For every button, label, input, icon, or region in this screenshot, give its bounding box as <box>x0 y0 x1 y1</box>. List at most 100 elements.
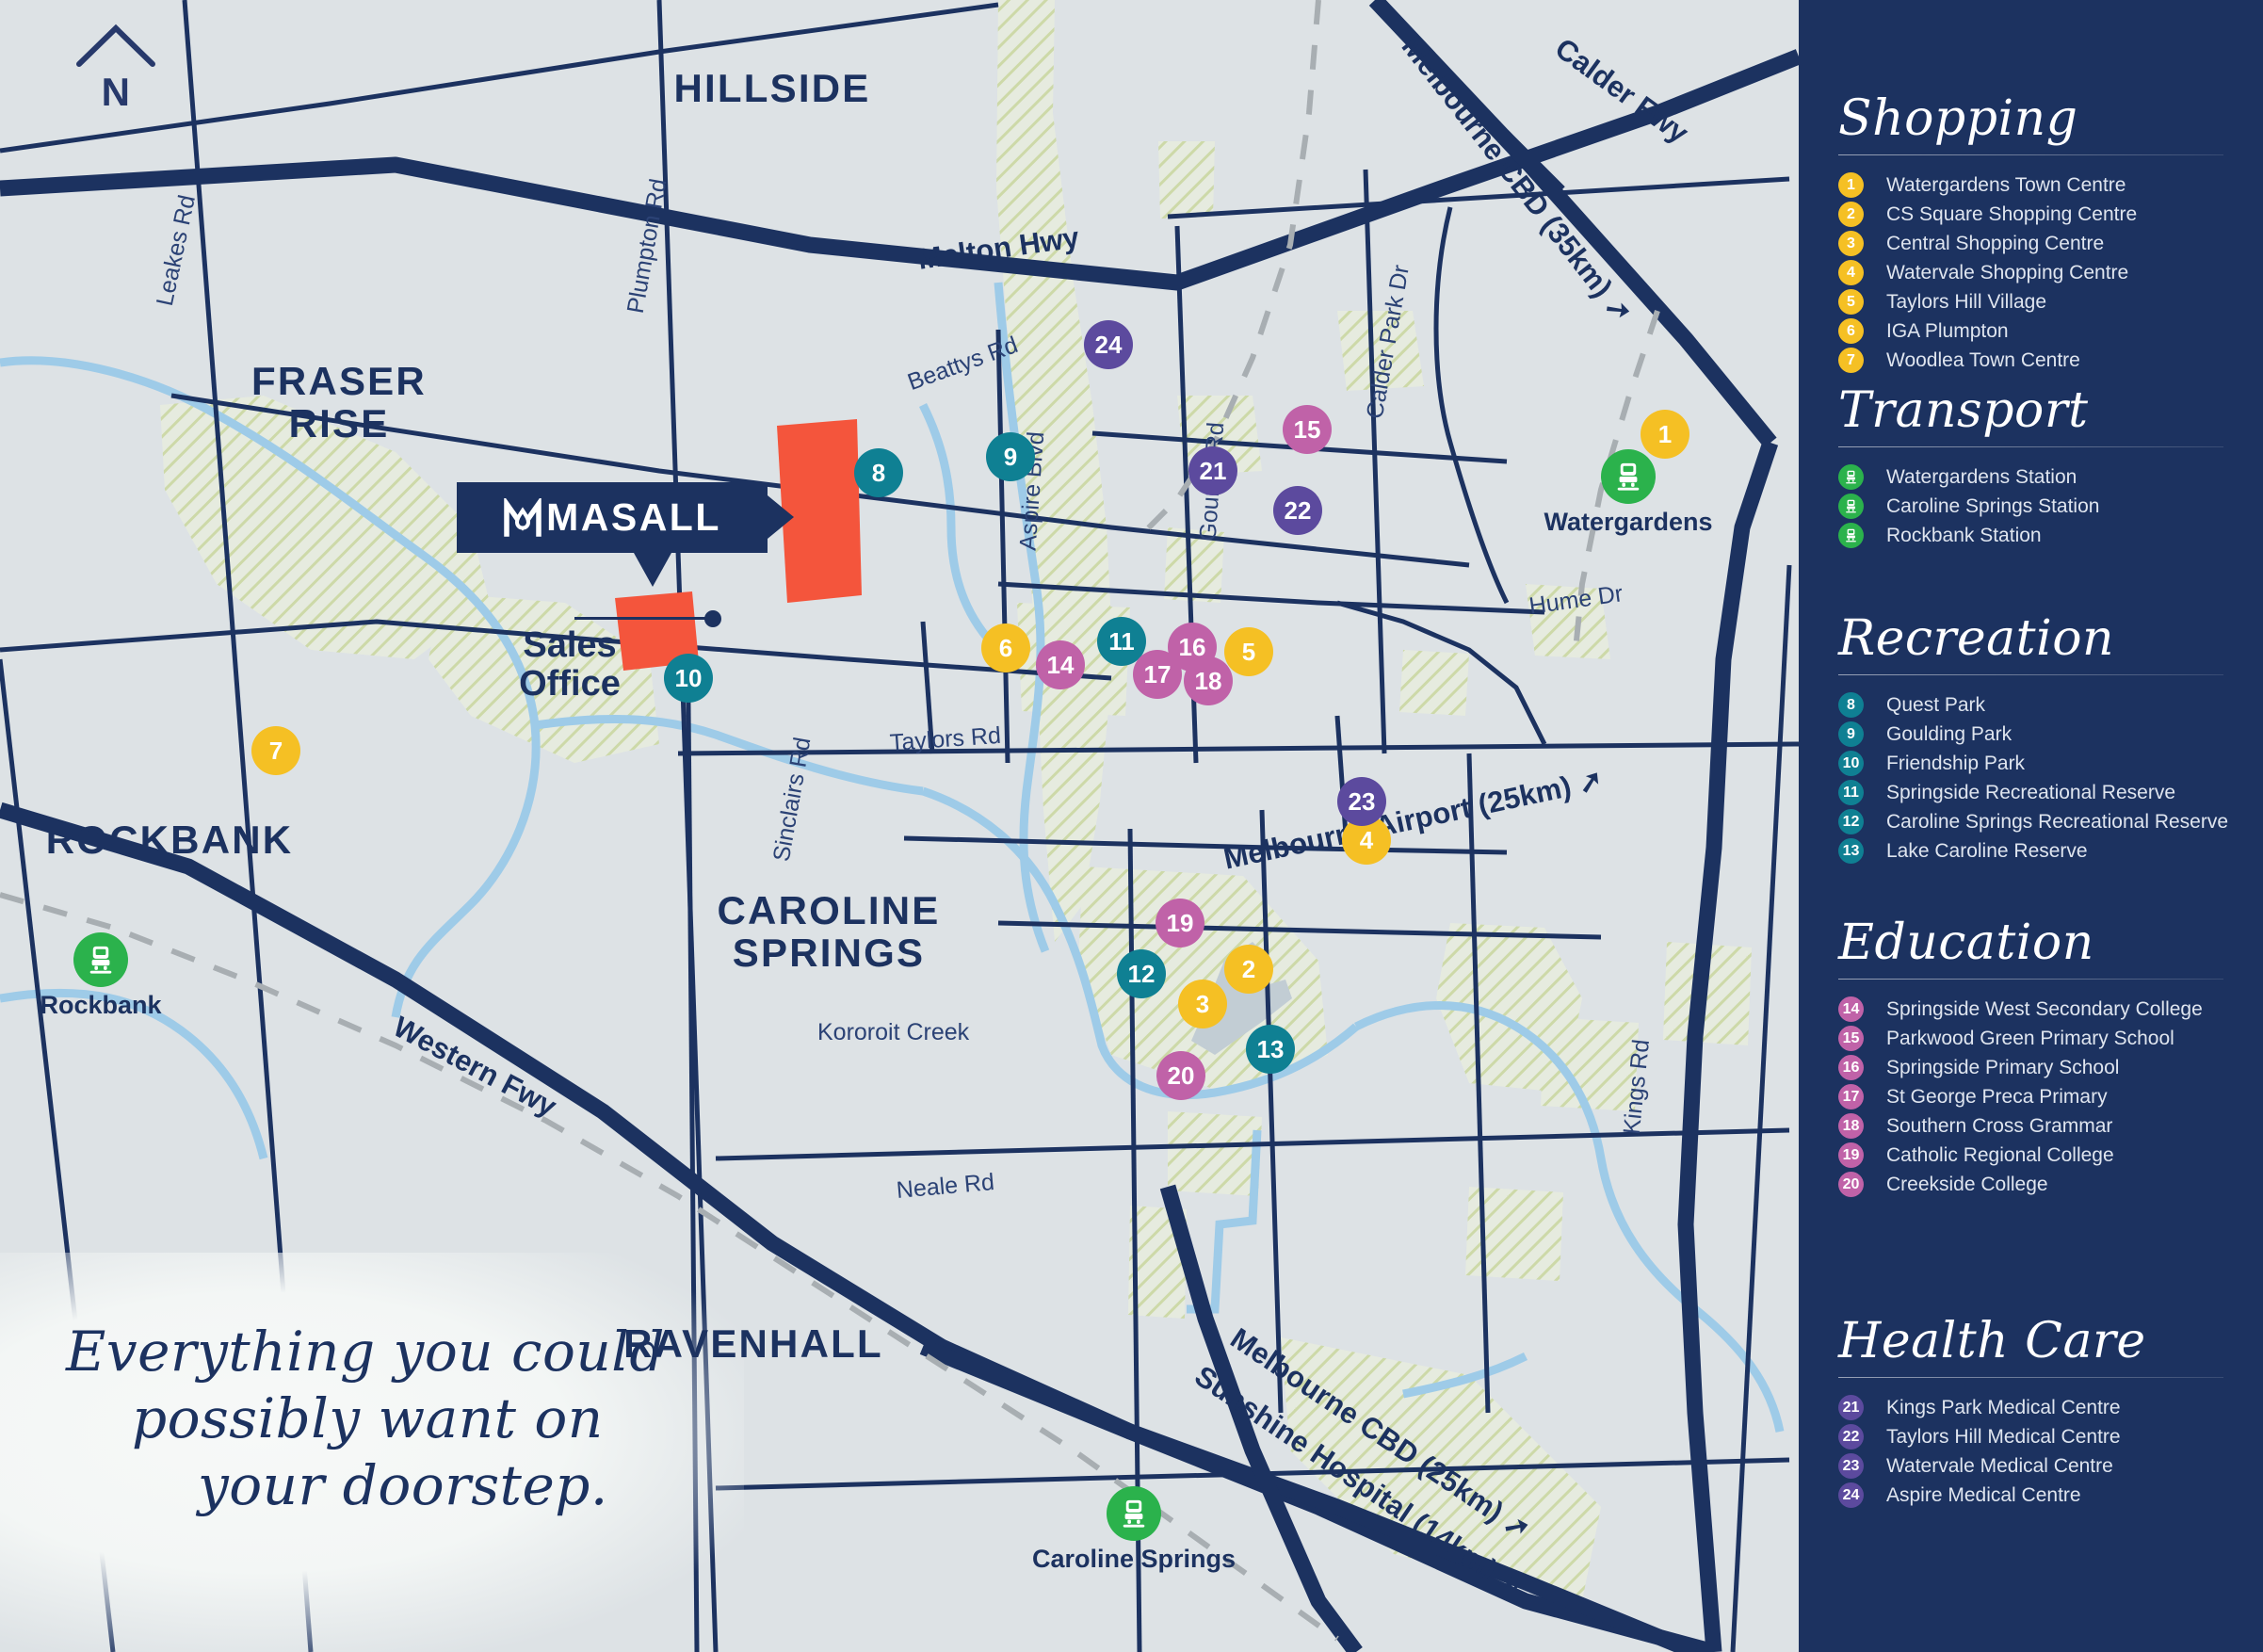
legend-section-health-care: Health Care 21 Kings Park Medical Centre 22… <box>1799 1317 2263 1510</box>
map-marker-22[interactable]: 22 <box>1273 486 1322 535</box>
legend-badge-18: 18 <box>1838 1113 1864 1139</box>
legend-item[interactable]: 5 Taylors Hill Village <box>1838 287 2263 316</box>
estate-parcels <box>615 419 862 671</box>
legend-item[interactable]: 10 Friendship Park <box>1838 749 2263 778</box>
legend-item-label: Catholic Regional College <box>1886 1143 2114 1166</box>
station-marker-watergardens[interactable]: Watergardens <box>1544 449 1713 536</box>
legend-badge-1: 1 <box>1838 172 1864 198</box>
train-icon <box>1838 464 1864 490</box>
legend-item[interactable]: 8 Quest Park <box>1838 690 2263 720</box>
legend-item-label: Watergardens Town Centre <box>1886 173 2126 196</box>
legend-item-label: Goulding Park <box>1886 722 2012 745</box>
legend-section-recreation: Recreation 8 Quest Park 9 Goulding Park 10 Fri… <box>1799 614 2263 866</box>
suburb-label-rockbank: ROCKBANK <box>45 818 294 862</box>
legend-item[interactable]: 4 Watervale Shopping Centre <box>1838 258 2263 287</box>
map-marker-12[interactable]: 12 <box>1117 949 1166 998</box>
legend-item-list: Watergardens Station Caroline Springs Sta… <box>1799 462 2263 550</box>
legend-item[interactable]: 3 Central Shopping Centre <box>1838 229 2263 258</box>
legend-item[interactable]: Caroline Springs Station <box>1838 492 2263 521</box>
legend-badge-17: 17 <box>1838 1084 1864 1109</box>
legend-item-label: Quest Park <box>1886 693 1986 716</box>
map-marker-5[interactable]: 5 <box>1224 627 1273 676</box>
legend-item-label: Woodlea Town Centre <box>1886 348 2080 371</box>
legend-item[interactable]: 11 Springside Recreational Reserve <box>1838 778 2263 807</box>
legend-badge-9: 9 <box>1838 721 1864 747</box>
map-marker-24[interactable]: 24 <box>1084 320 1133 369</box>
legend-section-divider <box>1838 979 2223 980</box>
legend-badge-6: 6 <box>1838 318 1864 344</box>
legend-section-divider <box>1838 674 2223 675</box>
map-marker-18[interactable]: 18 <box>1184 656 1233 705</box>
map-marker-9[interactable]: 9 <box>986 432 1035 481</box>
legend-item-label: Taylors Hill Medical Centre <box>1886 1425 2121 1448</box>
legend-item[interactable]: Watergardens Station <box>1838 462 2263 492</box>
suburb-label-caroline-springs: CAROLINE SPRINGS <box>717 888 941 975</box>
station-label: Caroline Springs <box>1031 1545 1237 1573</box>
legend-item[interactable]: 21 Kings Park Medical Centre <box>1838 1393 2263 1422</box>
suburb-label-fraser-rise: FRASER RISE <box>251 359 427 445</box>
sales-office-line-2: Office <box>519 664 621 705</box>
station-marker-rockbank[interactable]: Rockbank <box>40 932 162 1019</box>
legend-item-label: Caroline Springs Recreational Reserve <box>1886 810 2229 833</box>
legend-item-label: Watergardens Station <box>1886 465 2077 488</box>
legend-item-label: St George Preca Primary <box>1886 1085 2108 1108</box>
map-marker-21[interactable]: 21 <box>1188 446 1237 495</box>
masall-name: MASALL <box>546 495 721 539</box>
tagline-line-3: your doorstep. <box>198 1452 608 1517</box>
highways <box>0 0 1799 1652</box>
legend-section-shopping: Shopping 1 Watergardens Town Centre 2 CS Squ… <box>1799 94 2263 375</box>
legend-item-list: 8 Quest Park 9 Goulding Park 10 Friendship Pa… <box>1799 690 2263 866</box>
map-marker-8[interactable]: 8 <box>854 448 903 497</box>
legend-item-label: Caroline Springs Station <box>1886 494 2100 517</box>
legend-item[interactable]: 17 St George Preca Primary <box>1838 1082 2263 1111</box>
map-marker-6[interactable]: 6 <box>981 624 1030 672</box>
map-marker-1[interactable]: 1 <box>1641 410 1689 459</box>
map-marker-3[interactable]: 3 <box>1178 980 1227 1028</box>
legend-section-divider <box>1838 154 2223 155</box>
legend-item[interactable]: 16 Springside Primary School <box>1838 1053 2263 1082</box>
map-marker-2[interactable]: 2 <box>1224 945 1273 994</box>
legend-item[interactable]: 1 Watergardens Town Centre <box>1838 170 2263 200</box>
legend-badge-13: 13 <box>1838 838 1864 864</box>
legend-item[interactable]: 2 CS Square Shopping Centre <box>1838 200 2263 229</box>
map-marker-14[interactable]: 14 <box>1036 640 1085 689</box>
legend-item[interactable]: 14 Springside West Secondary College <box>1838 995 2263 1024</box>
legend-badge-15: 15 <box>1838 1026 1864 1051</box>
legend-item[interactable]: 15 Parkwood Green Primary School <box>1838 1024 2263 1053</box>
legend-item[interactable]: 23 Watervale Medical Centre <box>1838 1451 2263 1481</box>
map-marker-23[interactable]: 23 <box>1337 777 1386 826</box>
map-canvas[interactable]: N HILLSIDE FRASER RISE ROCKBANK CAROLINE SP… <box>0 0 1799 1652</box>
legend-item[interactable]: 20 Creekside College <box>1838 1170 2263 1199</box>
legend-section-education: Education 14 Springside West Secondary Col… <box>1799 918 2263 1199</box>
sales-office-leader-line <box>574 617 711 620</box>
map-marker-20[interactable]: 20 <box>1156 1051 1205 1100</box>
legend-item[interactable]: 13 Lake Caroline Reserve <box>1838 836 2263 866</box>
legend-item[interactable]: 9 Goulding Park <box>1838 720 2263 749</box>
legend-item[interactable]: 24 Aspire Medical Centre <box>1838 1481 2263 1510</box>
callout-tail-down <box>634 553 671 587</box>
legend-item-label: Creekside College <box>1886 1173 2048 1195</box>
legend-section-title: Transport <box>1838 382 2089 439</box>
masall-estate-callout[interactable]: MASALL <box>457 482 794 587</box>
map-marker-10[interactable]: 10 <box>664 654 713 703</box>
map-marker-15[interactable]: 15 <box>1283 405 1332 454</box>
sales-office-point <box>704 610 721 627</box>
map-marker-7[interactable]: 7 <box>251 726 300 775</box>
legend-item[interactable]: Rockbank Station <box>1838 521 2263 550</box>
legend-item[interactable]: 7 Woodlea Town Centre <box>1838 346 2263 375</box>
legend-item[interactable]: 6 IGA Plumpton <box>1838 316 2263 346</box>
map-marker-13[interactable]: 13 <box>1246 1025 1295 1074</box>
legend-item[interactable]: 22 Taylors Hill Medical Centre <box>1838 1422 2263 1451</box>
legend-badge-22: 22 <box>1838 1424 1864 1450</box>
legend-item[interactable]: 12 Caroline Springs Recreational Reserve <box>1838 807 2263 836</box>
legend-item-label: Springside West Secondary College <box>1886 997 2203 1020</box>
legend-item[interactable]: 18 Southern Cross Grammar <box>1838 1111 2263 1141</box>
station-marker-caroline-springs[interactable]: Caroline Springs <box>1032 1486 1236 1573</box>
map-marker-17[interactable]: 17 <box>1133 650 1182 699</box>
map-marker-19[interactable]: 19 <box>1156 899 1204 947</box>
train-icon <box>1601 449 1656 504</box>
train-icon <box>73 932 128 987</box>
legend-item[interactable]: 19 Catholic Regional College <box>1838 1141 2263 1170</box>
north-arrow-icon: N <box>73 21 158 124</box>
